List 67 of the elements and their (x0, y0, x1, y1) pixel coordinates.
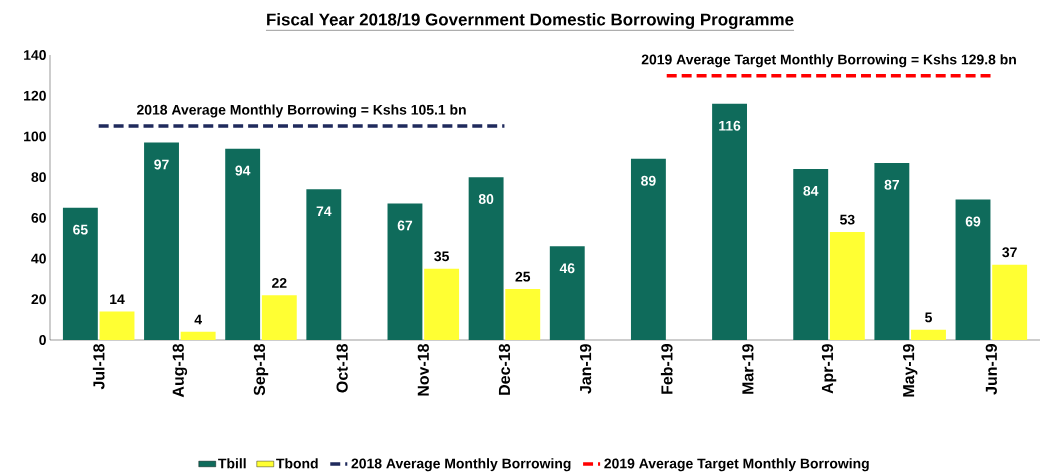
annotation: 2019 Average Target Monthly Borrowing = Kshs 129.8 bn (641, 54, 1016, 68)
bar (99, 311, 135, 340)
bar (261, 295, 297, 340)
data-label: 35 (434, 251, 449, 262)
x-tick-label: Sep-18 (253, 344, 269, 396)
data-label: 87 (884, 179, 899, 190)
data-label: 5 (925, 312, 932, 323)
legend-label: Tbond (276, 458, 318, 469)
legend-label: Tbill (218, 458, 246, 469)
bar (630, 158, 666, 340)
bar (306, 189, 342, 340)
data-label: 80 (478, 194, 494, 204)
y-tick-label: 120 (24, 90, 46, 101)
legend-label: 2018 Average Monthly Borrowing (351, 458, 571, 472)
bar (468, 177, 504, 340)
bar (505, 289, 541, 340)
bar (387, 203, 423, 340)
x-tick-label: Mar-19 (742, 344, 754, 394)
data-label: 65 (73, 224, 88, 235)
y-tick-label: 60 (31, 212, 46, 223)
data-label: 4 (194, 314, 202, 325)
bar (180, 331, 216, 340)
bar (712, 103, 747, 340)
bar (829, 232, 865, 340)
data-label: 67 (397, 220, 413, 231)
data-label: 84 (803, 185, 819, 196)
x-tick-label: Aug-18 (172, 344, 188, 398)
y-tick-label: 100 (24, 131, 46, 142)
data-label: 97 (154, 159, 169, 170)
bar (911, 329, 946, 340)
bar (144, 142, 179, 340)
bar (424, 268, 460, 340)
annotation: 2018 Average Monthly Borrowing = Kshs 105.1 bn (137, 104, 466, 118)
data-label: 22 (272, 277, 287, 288)
bar (992, 264, 1028, 340)
data-label: 116 (719, 120, 741, 131)
x-tick-label: Dec-18 (498, 344, 511, 395)
data-label: 69 (965, 216, 981, 227)
y-tick-label: 80 (31, 172, 46, 183)
y-tick-label: 140 (24, 50, 46, 60)
y-tick-label: 0 (39, 335, 46, 345)
legend-label: 2019 Average Target Monthly Borrowing (604, 458, 869, 472)
bar (62, 207, 98, 340)
data-label: 74 (316, 206, 332, 217)
y-tick-label: 40 (31, 253, 46, 264)
bar (874, 162, 910, 340)
chart-title: Fiscal Year 2018/19 Government Domestic Borrowing Programme (267, 13, 794, 29)
bar (955, 199, 991, 340)
bar (225, 148, 261, 340)
x-tick-label: May-19 (902, 344, 918, 397)
data-label: 89 (641, 175, 656, 186)
x-tick-label: Apr-19 (821, 344, 837, 394)
x-tick-label: Feb-19 (660, 344, 673, 394)
data-label: 14 (110, 294, 125, 304)
x-tick-label: Jun-19 (985, 344, 997, 395)
bar (549, 246, 585, 340)
x-tick-label: Oct-18 (336, 344, 348, 393)
x-tick-label: Jul-18 (92, 344, 105, 390)
data-label: 53 (840, 214, 855, 225)
x-tick-label: Jan-19 (579, 344, 592, 394)
data-label: 25 (515, 271, 531, 282)
y-tick-label: 20 (31, 294, 46, 305)
data-label: 37 (1002, 247, 1017, 258)
data-label: 46 (559, 263, 575, 274)
x-tick-label: Nov-18 (417, 344, 429, 396)
data-label: 94 (235, 165, 251, 176)
bar (793, 169, 829, 340)
